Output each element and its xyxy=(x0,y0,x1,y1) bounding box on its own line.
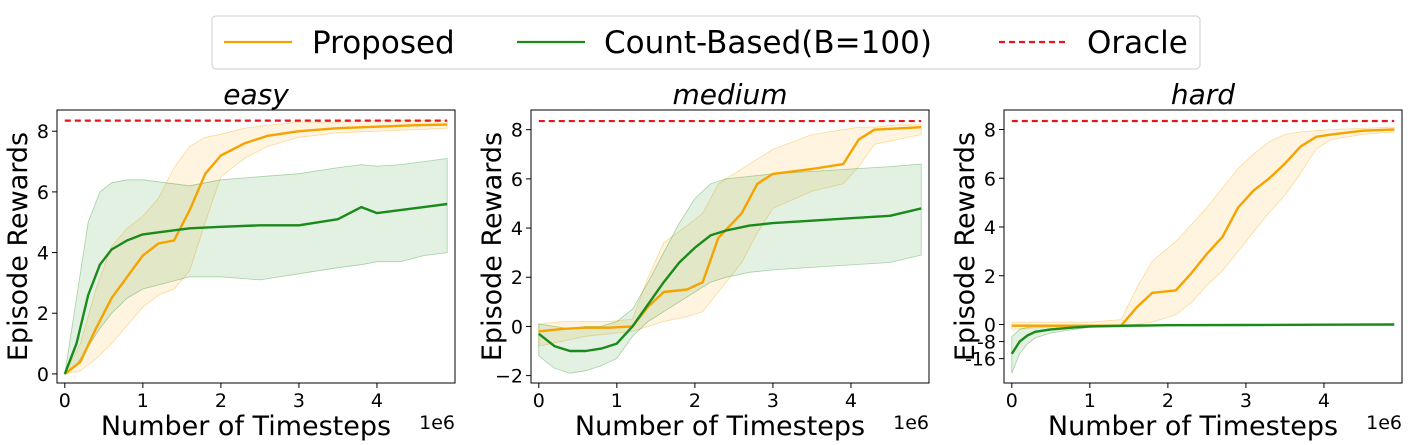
series-line-proposed xyxy=(64,123,448,375)
y-tick-label: 6 xyxy=(984,168,996,190)
y-tick-label: 8 xyxy=(511,120,523,142)
y-tick-label: 0 xyxy=(37,364,49,386)
y-tick-label: 4 xyxy=(984,217,996,239)
chart-panel-easy: 0 1 2 3 4 0 2 4 6 8 easy Number of Timesteps 1e6 Epis… xyxy=(3,78,456,442)
y-tick-label: 6 xyxy=(511,169,523,191)
y-tick-label: 8 xyxy=(37,121,49,143)
confidence-band-proposed xyxy=(538,124,922,347)
x-tick-label: 0 xyxy=(1006,390,1018,412)
y-tick-label: 8 xyxy=(984,120,996,142)
y-tick-label: 0 xyxy=(511,316,523,338)
confidence-band-count-based xyxy=(1011,323,1395,374)
panel-title: medium xyxy=(672,78,787,111)
confidence-band-count-based xyxy=(538,163,922,374)
legend-label-count-based: Count-Based(B=100) xyxy=(604,25,932,61)
x-tick-label: 3 xyxy=(767,390,779,412)
x-tick-label: 2 xyxy=(689,390,701,412)
panel-title: hard xyxy=(1171,78,1235,111)
legend-label-oracle: Oracle xyxy=(1087,25,1188,61)
plot-frame xyxy=(1003,109,1403,384)
x-axis-label: Number of Timesteps xyxy=(101,411,391,442)
series-line-count-based xyxy=(538,207,922,353)
x-tick-label: 4 xyxy=(371,390,383,412)
legend-label-proposed: Proposed xyxy=(312,25,455,61)
x-tick-label: 2 xyxy=(1162,390,1174,412)
chart-panel-medium: 0 1 2 3 4 −2 0 2 4 6 8 medium Number of Timesteps 1e6… xyxy=(477,78,930,442)
confidence-band-proposed xyxy=(1011,126,1395,330)
y-tick-label: 2 xyxy=(511,267,523,289)
x-tick-label: 3 xyxy=(1240,390,1252,412)
y-tick-label: 0 xyxy=(984,315,996,337)
x-offset-label: 1e6 xyxy=(1366,412,1402,434)
x-offset-label: 1e6 xyxy=(893,412,929,434)
series-line-count-based xyxy=(1010,323,1395,355)
x-tick-label: 3 xyxy=(293,390,305,412)
y-tick-label: 6 xyxy=(37,182,49,204)
confidence-band-proposed xyxy=(64,120,448,375)
y-axis-label: Episode Rewards xyxy=(477,132,508,361)
plot-frame xyxy=(530,109,930,384)
confidence-band-count-based xyxy=(64,158,448,375)
x-axis-label: Number of Timesteps xyxy=(1048,411,1338,442)
x-tick-label: 0 xyxy=(59,390,71,412)
y-axis-label: Episode Rewards xyxy=(3,132,34,361)
legend: Proposed Count-Based(B=100) Oracle xyxy=(211,15,1201,70)
x-axis-label: Number of Timesteps xyxy=(575,411,865,442)
y-tick-label: 2 xyxy=(37,303,49,325)
y-tick-label: -16 xyxy=(965,349,996,371)
x-tick-label: 4 xyxy=(1318,390,1330,412)
y-tick-label: 2 xyxy=(984,266,996,288)
x-tick-label: 1 xyxy=(1084,390,1096,412)
series-line-proposed xyxy=(538,126,922,333)
panel-title: easy xyxy=(223,78,289,111)
y-tick-label: 4 xyxy=(511,218,523,240)
y-tick-label: -8 xyxy=(977,332,996,354)
x-offset-label: 1e6 xyxy=(419,412,455,434)
y-axis-label: Episode Rewards xyxy=(950,132,981,361)
legend-box xyxy=(211,15,1201,70)
y-tick-label: −2 xyxy=(495,366,523,388)
x-tick-label: 1 xyxy=(137,390,149,412)
x-tick-label: 2 xyxy=(215,390,227,412)
series-line-count-based xyxy=(63,202,448,375)
y-tick-label: 4 xyxy=(37,243,49,265)
x-tick-label: 0 xyxy=(533,390,545,412)
x-tick-label: 4 xyxy=(845,390,857,412)
plot-frame xyxy=(56,109,456,384)
x-tick-label: 1 xyxy=(611,390,623,412)
